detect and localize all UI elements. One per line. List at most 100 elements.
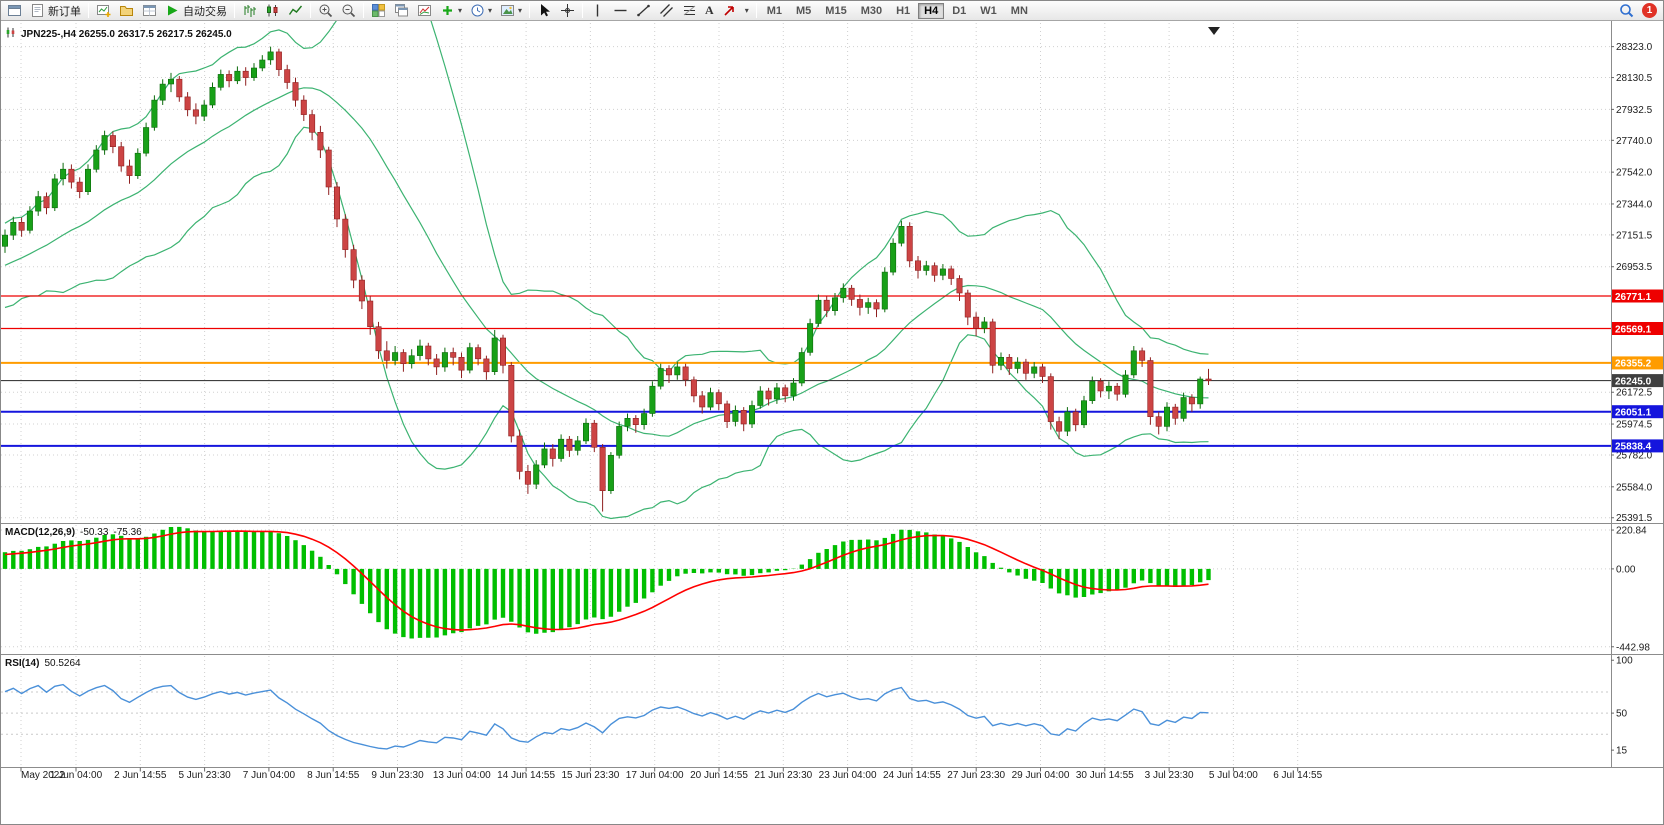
horizontal-lines xyxy=(1,295,1611,447)
zoom-in-button[interactable] xyxy=(314,2,337,20)
auto-trading-label: 自动交易 xyxy=(183,5,227,18)
svg-text:20 Jun 14:55: 20 Jun 14:55 xyxy=(690,770,748,781)
notification-badge[interactable]: 1 xyxy=(1642,3,1657,18)
add-indicator-icon xyxy=(443,6,452,15)
svg-text:28130.5: 28130.5 xyxy=(1616,73,1653,84)
toolbar-separator xyxy=(755,3,757,18)
timeframe-button-m30[interactable]: M30 xyxy=(860,4,883,17)
new-order-label: 新订单 xyxy=(48,5,81,18)
timeframe-button-m5[interactable]: M5 xyxy=(796,4,812,17)
timeframe-button-h1[interactable]: H1 xyxy=(896,4,911,17)
svg-text:27542.0: 27542.0 xyxy=(1616,168,1653,179)
vertical-line-button[interactable] xyxy=(586,2,609,20)
candlestick-chart-icon xyxy=(267,4,278,17)
svg-text:0.00: 0.00 xyxy=(1616,564,1636,575)
trendline-icon xyxy=(637,4,650,17)
svg-text:28323.0: 28323.0 xyxy=(1616,42,1653,53)
cursor-button[interactable] xyxy=(533,2,556,20)
frame-layer xyxy=(1,21,1663,768)
new-order-icon xyxy=(32,4,43,17)
svg-text:23 Jun 04:00: 23 Jun 04:00 xyxy=(819,770,877,781)
svg-text:1 Jun 04:00: 1 Jun 04:00 xyxy=(50,770,103,781)
svg-text:5 Jul 04:00: 5 Jul 04:00 xyxy=(1209,770,1258,781)
indicators-window-button[interactable] xyxy=(413,2,436,20)
bollinger-bands xyxy=(4,1,1209,520)
line-chart-button[interactable] xyxy=(284,2,307,20)
templates-dropdown[interactable]: ▾ xyxy=(496,2,526,20)
candlestick-chart-button[interactable] xyxy=(261,2,284,20)
tile-windows-button[interactable] xyxy=(367,2,390,20)
svg-text:27 Jun 23:30: 27 Jun 23:30 xyxy=(947,770,1005,781)
window-menu-button[interactable] xyxy=(3,2,26,20)
new-order-button[interactable]: 新订单 xyxy=(26,2,85,20)
crosshair-icon xyxy=(561,4,575,17)
svg-text:30 Jun 14:55: 30 Jun 14:55 xyxy=(1076,770,1134,781)
timeframe-button-d1[interactable]: D1 xyxy=(952,4,967,17)
chevron-down-icon: ▾ xyxy=(458,5,463,15)
svg-text:26569.1: 26569.1 xyxy=(1615,324,1652,335)
svg-text:21 Jun 23:30: 21 Jun 23:30 xyxy=(754,770,812,781)
channel-button[interactable] xyxy=(655,2,678,20)
zoom-out-button[interactable] xyxy=(337,2,360,20)
svg-text:26172.5: 26172.5 xyxy=(1616,388,1653,399)
chevron-down-icon: ▾ xyxy=(488,5,493,15)
timeframe-toolbar: M1 M5 M15 M30 H1 H4 D1 W1 MN xyxy=(760,2,1035,19)
new-chart-button[interactable] xyxy=(92,2,115,20)
fibonacci-button[interactable] xyxy=(678,2,701,20)
svg-text:25391.5: 25391.5 xyxy=(1616,513,1653,524)
timeframe-button-m15[interactable]: M15 xyxy=(825,4,847,17)
svg-text:27932.5: 27932.5 xyxy=(1616,105,1653,116)
cascade-windows-icon xyxy=(395,4,408,17)
timeframe-button-m1[interactable]: M1 xyxy=(766,4,783,17)
auto-trading-button[interactable]: 自动交易 xyxy=(161,2,231,20)
horizontal-line-button[interactable] xyxy=(609,2,632,20)
arrow-object-button[interactable] xyxy=(718,2,741,20)
horizontal-line-icon xyxy=(614,9,627,12)
profiles-icon xyxy=(120,6,133,16)
cursor-icon xyxy=(541,4,551,17)
trendline-button[interactable] xyxy=(632,2,655,20)
template-icon xyxy=(501,5,515,16)
bar-chart-icon xyxy=(244,5,256,17)
svg-text:13 Jun 04:00: 13 Jun 04:00 xyxy=(433,770,491,781)
svg-text:25838.4: 25838.4 xyxy=(1615,442,1652,453)
bar-chart-button[interactable] xyxy=(238,2,261,20)
svg-text:25974.5: 25974.5 xyxy=(1616,420,1653,431)
svg-text:17 Jun 04:00: 17 Jun 04:00 xyxy=(626,770,684,781)
svg-text:27151.5: 27151.5 xyxy=(1616,230,1653,241)
toolbar-separator xyxy=(582,3,584,18)
profiles-button[interactable] xyxy=(115,2,138,20)
svg-text:27740.0: 27740.0 xyxy=(1616,136,1653,147)
line-chart-icon xyxy=(288,5,303,15)
svg-text:27344.0: 27344.0 xyxy=(1616,199,1653,210)
toolbar-separator xyxy=(310,3,311,18)
fibonacci-icon xyxy=(683,5,696,16)
add-indicator-dropdown[interactable]: ▾ xyxy=(436,2,466,20)
svg-text:2 Jun 14:55: 2 Jun 14:55 xyxy=(114,770,167,781)
timeframe-button-w1[interactable]: W1 xyxy=(980,4,997,17)
data-window-button[interactable] xyxy=(138,2,161,20)
svg-text:15: 15 xyxy=(1616,746,1628,757)
search-button[interactable] xyxy=(1615,2,1638,20)
vertical-line-icon xyxy=(596,4,599,17)
toolbar-separator xyxy=(529,3,531,18)
svg-text:7 Jun 04:00: 7 Jun 04:00 xyxy=(243,770,296,781)
timeframe-button-mn[interactable]: MN xyxy=(1010,4,1028,17)
svg-text:6 Jul 14:55: 6 Jul 14:55 xyxy=(1273,770,1322,781)
svg-text:26355.2: 26355.2 xyxy=(1615,359,1652,370)
chevron-down-icon: ▾ xyxy=(744,5,749,15)
periods-dropdown[interactable]: ▾ xyxy=(466,2,496,20)
svg-text:14 Jun 14:55: 14 Jun 14:55 xyxy=(497,770,555,781)
toolbar-separator xyxy=(363,3,364,18)
svg-text:25782.0: 25782.0 xyxy=(1616,450,1653,461)
objects-dropdown[interactable]: ▾ xyxy=(741,2,753,20)
text-label-button[interactable]: A xyxy=(701,2,718,20)
svg-text:May 2022: May 2022 xyxy=(21,770,65,781)
crosshair-button[interactable] xyxy=(556,2,579,20)
tile-windows-icon xyxy=(372,4,385,17)
cascade-windows-button[interactable] xyxy=(390,2,413,20)
timeframe-button-h4[interactable]: H4 xyxy=(918,2,945,19)
